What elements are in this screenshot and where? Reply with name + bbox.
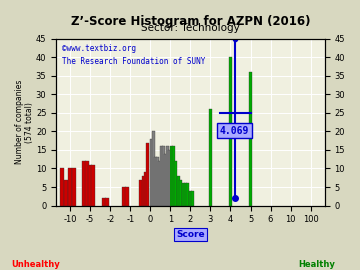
Bar [68, 168, 72, 205]
Text: ©www.textbiz.org: ©www.textbiz.org [62, 44, 135, 53]
Bar [166, 146, 169, 205]
Bar [163, 154, 167, 205]
Bar [152, 131, 155, 205]
Bar [181, 183, 185, 205]
Bar [145, 143, 149, 205]
Text: 4.069: 4.069 [220, 126, 249, 136]
Bar [122, 187, 126, 205]
Text: Sector: Technology: Sector: Technology [141, 23, 240, 33]
Bar [186, 183, 189, 205]
Y-axis label: Number of companies
(574 total): Number of companies (574 total) [15, 80, 35, 164]
Bar [139, 180, 143, 205]
Text: Unhealthy: Unhealthy [12, 260, 60, 269]
Bar [72, 168, 76, 205]
Bar [172, 146, 175, 205]
Text: Healthy: Healthy [298, 260, 335, 269]
Bar [174, 161, 177, 205]
Bar [158, 161, 161, 205]
Bar [179, 180, 182, 205]
Bar [170, 146, 173, 205]
Bar [153, 157, 157, 205]
Bar [82, 161, 86, 205]
Bar [85, 161, 89, 205]
Bar [184, 183, 187, 205]
Bar [103, 198, 106, 205]
Bar [249, 72, 252, 205]
Title: Z’-Score Histogram for AZPN (2016): Z’-Score Histogram for AZPN (2016) [71, 15, 310, 28]
Bar [156, 157, 159, 205]
Bar [189, 191, 192, 205]
Bar [91, 165, 95, 205]
Bar [60, 168, 64, 205]
Bar [89, 165, 92, 205]
Bar [141, 176, 145, 205]
Bar [229, 58, 232, 205]
Bar [64, 180, 68, 205]
X-axis label: Score: Score [176, 230, 205, 239]
Bar [159, 146, 163, 205]
Bar [126, 187, 129, 205]
Bar [162, 146, 165, 205]
Bar [144, 172, 147, 205]
Bar [190, 191, 194, 205]
Bar [176, 176, 180, 205]
Bar [149, 139, 153, 205]
Text: The Research Foundation of SUNY: The Research Foundation of SUNY [62, 57, 205, 66]
Bar [167, 150, 171, 205]
Bar [105, 198, 109, 205]
Bar [209, 109, 212, 205]
